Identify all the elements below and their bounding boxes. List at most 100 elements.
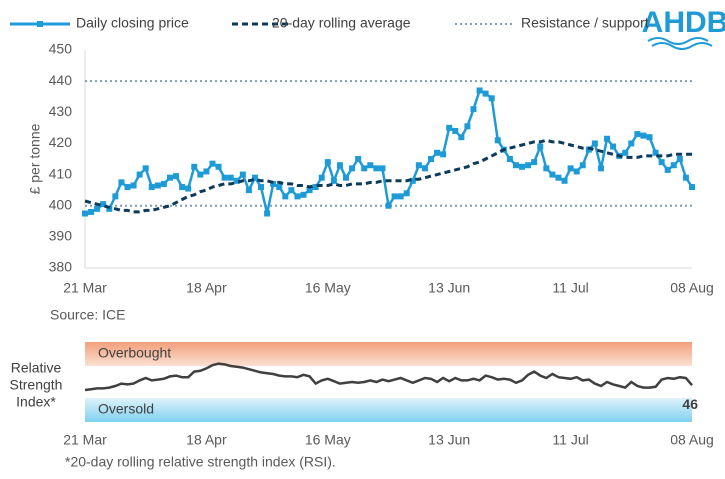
marker (640, 132, 647, 139)
marker (555, 174, 562, 181)
marker (264, 210, 271, 217)
marker (537, 143, 544, 150)
x-tick-label: 11 Jul (552, 280, 588, 296)
x-tick-label: 16 May (305, 280, 351, 296)
y-tick-label: 440 (49, 72, 73, 88)
marker (482, 90, 489, 97)
marker (94, 205, 101, 212)
marker (573, 168, 580, 175)
marker (670, 162, 677, 169)
marker (251, 174, 258, 181)
series-line (84, 362, 693, 392)
marker (124, 184, 131, 191)
marker (452, 127, 459, 134)
marker (276, 184, 283, 191)
y-axis-label: Index* (16, 394, 56, 410)
marker (664, 166, 671, 173)
y-tick-label: 400 (49, 196, 73, 212)
marker (464, 123, 471, 130)
marker (561, 177, 568, 184)
marker (646, 134, 653, 141)
marker (409, 177, 416, 184)
y-axis-label: Relative (11, 360, 62, 376)
value-label: 46 (682, 396, 698, 412)
marker (294, 193, 301, 200)
marker (543, 165, 550, 172)
zone-label: Oversold (98, 401, 154, 417)
y-tick-label: 380 (49, 259, 73, 275)
zone (85, 398, 692, 422)
marker (403, 190, 410, 197)
marker (88, 208, 95, 215)
marker (458, 134, 465, 141)
marker (166, 174, 173, 181)
marker (300, 191, 307, 198)
marker (379, 165, 386, 172)
marker (336, 162, 343, 169)
marker (343, 174, 350, 181)
marker (476, 87, 483, 94)
zone (85, 342, 692, 366)
x-tick-label: 16 May (305, 432, 351, 448)
marker (421, 165, 428, 172)
marker (160, 180, 167, 187)
source: Source: ICE (50, 307, 125, 323)
x-tick-label: 18 Apr (186, 280, 227, 296)
x-tick-label: 08 Aug (670, 432, 714, 448)
y-axis-label: Strength (10, 377, 63, 393)
marker (118, 179, 125, 186)
marker (221, 174, 228, 181)
note: *20-day rolling relative strength index … (65, 454, 336, 470)
marker (191, 163, 198, 170)
y-tick-label: 450 (49, 41, 73, 57)
legend-label: 20-day rolling average (272, 15, 411, 31)
marker (652, 149, 659, 156)
marker (173, 173, 180, 180)
marker (628, 140, 635, 147)
marker (367, 162, 374, 169)
marker (154, 182, 161, 189)
x-tick-label: 21 Mar (63, 432, 107, 448)
marker (488, 95, 495, 102)
marker (142, 165, 149, 172)
marker (349, 165, 356, 172)
marker (185, 185, 192, 192)
marker (355, 156, 362, 162)
marker (385, 202, 392, 209)
marker (531, 159, 538, 166)
marker (233, 177, 240, 184)
marker (373, 165, 380, 172)
marker (549, 171, 556, 178)
marker (622, 149, 629, 156)
marker (100, 201, 107, 208)
marker (318, 174, 325, 181)
marker (179, 184, 186, 191)
marker (245, 187, 252, 194)
y-tick-label: 430 (49, 103, 73, 119)
marker (494, 137, 501, 144)
marker (579, 162, 586, 169)
marker (519, 163, 526, 170)
x-tick-label: 08 Aug (670, 280, 714, 296)
series-line (84, 138, 692, 214)
marker (112, 193, 119, 200)
y-tick-label: 420 (49, 134, 73, 150)
marker (82, 210, 88, 217)
logo-waves (647, 37, 713, 50)
marker (634, 131, 641, 138)
zone-label: Overbought (98, 345, 171, 361)
marker (567, 165, 574, 172)
marker (470, 106, 477, 113)
marker (306, 187, 313, 194)
marker (415, 162, 422, 169)
marker (506, 156, 513, 162)
marker (130, 182, 137, 189)
marker (446, 124, 453, 131)
marker (288, 187, 295, 194)
marker (391, 193, 398, 200)
marker (512, 162, 519, 169)
x-tick-label: 18 Apr (186, 432, 227, 448)
x-tick-label: 13 Jun (428, 432, 470, 448)
x-tick-label: 21 Mar (63, 280, 107, 296)
